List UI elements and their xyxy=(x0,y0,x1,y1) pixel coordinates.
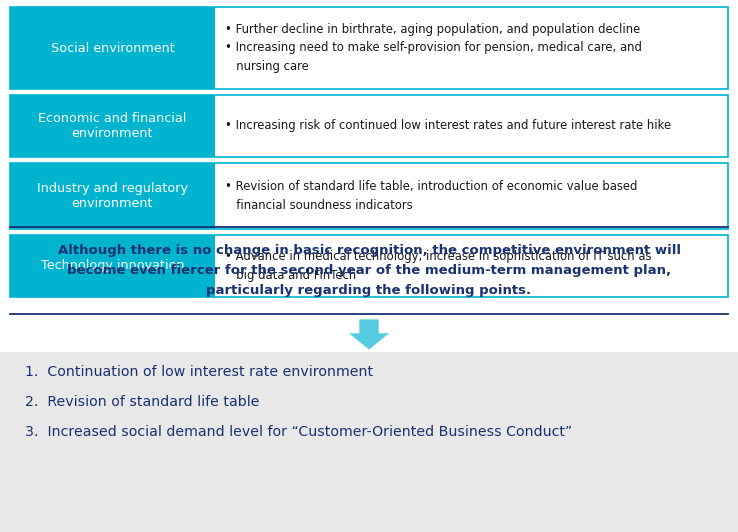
Bar xyxy=(10,235,215,297)
Bar xyxy=(10,235,728,297)
Text: 3.  Increased social demand level for “Customer-Oriented Business Conduct”: 3. Increased social demand level for “Cu… xyxy=(25,425,572,439)
Text: 1.  Continuation of low interest rate environment: 1. Continuation of low interest rate env… xyxy=(25,365,373,379)
Bar xyxy=(10,95,215,157)
Text: Technology innovation: Technology innovation xyxy=(41,260,184,272)
Bar xyxy=(10,95,728,157)
Bar xyxy=(10,7,728,89)
FancyBboxPatch shape xyxy=(0,352,738,532)
Text: • Revision of standard life table, introduction of economic value based
   finan: • Revision of standard life table, intro… xyxy=(225,180,638,212)
Text: Although there is no change in basic recognition, the competitive environment wi: Although there is no change in basic rec… xyxy=(58,244,680,297)
Text: Industry and regulatory
environment: Industry and regulatory environment xyxy=(37,182,188,210)
Text: Economic and financial
environment: Economic and financial environment xyxy=(38,112,187,140)
Text: • Further decline in birthrate, aging population, and population decline
• Incre: • Further decline in birthrate, aging po… xyxy=(225,23,642,73)
Text: • Advance in medical technology, increase in sophistication of IT such as
   big: • Advance in medical technology, increas… xyxy=(225,250,652,282)
Text: Social environment: Social environment xyxy=(51,41,174,54)
Text: 2.  Revision of standard life table: 2. Revision of standard life table xyxy=(25,395,260,409)
Bar xyxy=(10,163,215,229)
Bar xyxy=(10,163,728,229)
Bar xyxy=(10,7,215,89)
Polygon shape xyxy=(348,319,390,350)
Text: • Increasing risk of continued low interest rates and future interest rate hike: • Increasing risk of continued low inter… xyxy=(225,120,671,132)
